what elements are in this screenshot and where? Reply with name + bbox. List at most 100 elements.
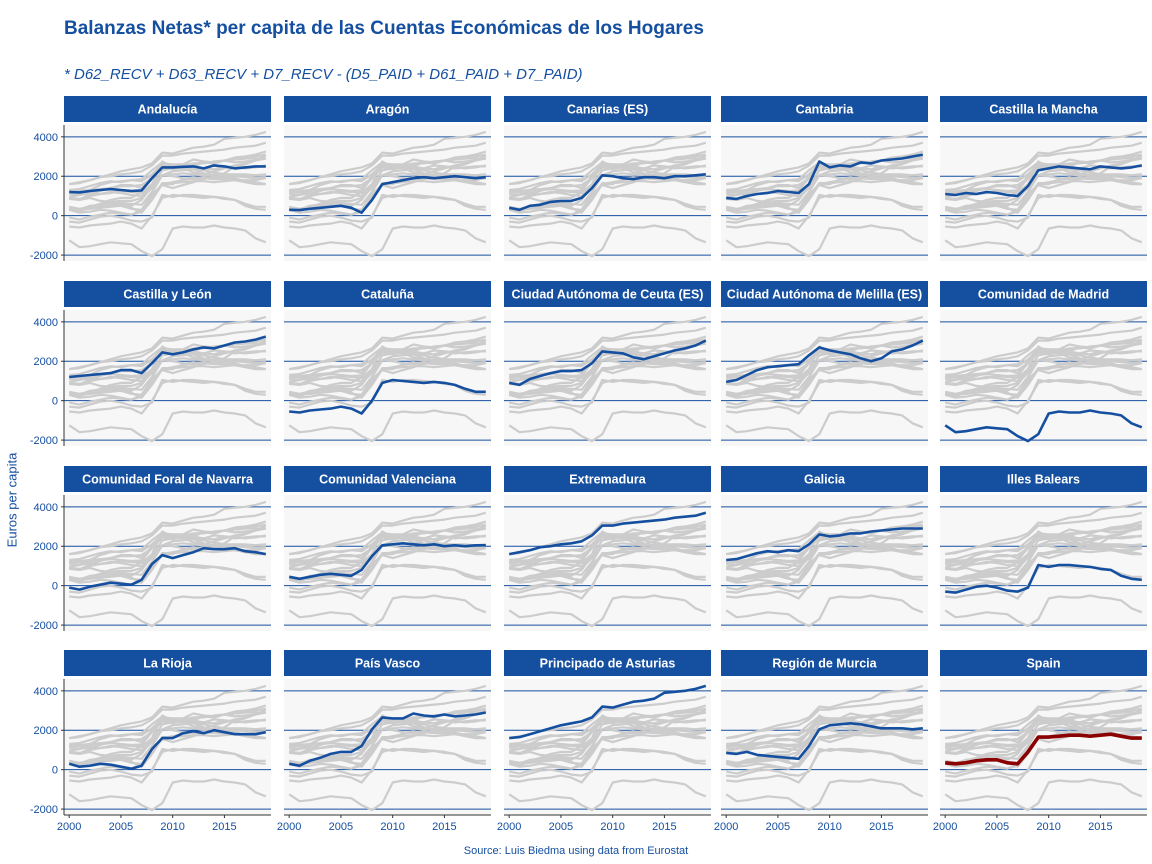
background-series-line: [288, 177, 486, 221]
highlighted-series-line: [508, 339, 707, 387]
facet-strip: [64, 96, 271, 122]
background-series-line: [945, 711, 1143, 767]
background-series-line: [508, 362, 706, 406]
background-series-line: [945, 500, 1143, 556]
facet-panel: Galicia: [721, 466, 928, 631]
background-series-line: [945, 711, 1142, 746]
background-series-line: [726, 733, 923, 765]
y-tick-label: -2000: [30, 620, 58, 632]
highlighted-series-line: [68, 728, 267, 770]
facet-strip: [504, 650, 711, 676]
background-series-line: [69, 538, 266, 576]
background-series-line: [944, 726, 1142, 764]
background-series-line: [945, 527, 1143, 583]
background-series-line: [508, 177, 706, 221]
background-series-line: [289, 130, 487, 186]
chart-subtitle: * D62_RECV + D63_RECV + D7_RECV - (D5_PA…: [64, 66, 583, 83]
background-series-line: [69, 378, 266, 409]
background-series-line: [68, 594, 267, 628]
background-series-line: [944, 731, 1142, 775]
facet-strip-label: Región de Murcia: [772, 657, 877, 671]
background-series-line: [509, 549, 706, 581]
facet-strip-label: Ciudad Autónoma de Melilla (ES): [727, 288, 922, 302]
facet-strip-label: Principado de Asturias: [540, 657, 676, 671]
background-series-line: [945, 520, 1143, 564]
background-series-line: [288, 409, 487, 443]
background-series-line: [509, 150, 707, 194]
background-series-line: [289, 711, 486, 746]
facet-panel: Andalucía -2000 0 2000 4000: [30, 96, 271, 262]
background-series-line: [509, 378, 706, 409]
background-series-line: [289, 722, 486, 760]
background-series-line: [509, 157, 706, 192]
highlighted-series-line: [289, 174, 486, 214]
facet-strip-label: País Vasco: [355, 657, 421, 671]
facet-panel: Cataluña: [284, 281, 491, 446]
background-series-line: [509, 538, 706, 576]
background-series-line: [288, 731, 486, 775]
background-series-line: [69, 168, 266, 206]
facet-strip: [504, 466, 711, 492]
facet-strip: [284, 466, 491, 492]
facet-strip-label: Andalucía: [138, 103, 199, 117]
background-series-line: [509, 179, 706, 211]
facet-panel: Castilla la Mancha: [940, 96, 1147, 261]
background-series-line: [944, 177, 1142, 221]
background-series-line: [508, 357, 706, 395]
background-series-line: [508, 409, 707, 443]
background-series-line: [508, 594, 707, 628]
background-series-line: [725, 154, 924, 201]
facet-strip-label: Illes Balears: [1007, 473, 1080, 487]
facet-strip: [940, 466, 1147, 492]
y-tick-label: 0: [52, 581, 58, 593]
highlighted-series-line: [726, 527, 923, 562]
background-series-line: [726, 747, 923, 778]
facet-strip: [504, 96, 711, 122]
background-series-line: [726, 500, 924, 556]
background-series-line: [508, 708, 707, 755]
x-tick-label: 2015: [212, 821, 236, 833]
highlighted-series-line: [945, 732, 1142, 766]
background-series-line: [68, 339, 267, 386]
facet-panel: Comunidad Foral de Navarra -2000 0 2000 4000: [30, 466, 271, 632]
facet-strip: [721, 281, 928, 307]
background-series-line: [945, 168, 1142, 206]
background-series-line: [508, 547, 706, 591]
background-series-line: [944, 172, 1142, 210]
background-series-line: [945, 549, 1142, 581]
facet-strip: [504, 281, 711, 307]
background-series-line: [509, 130, 707, 186]
facet-strip-label: Ciudad Autónoma de Ceuta (ES): [512, 288, 704, 302]
background-series-line: [726, 315, 924, 371]
facet-strip-label: Comunidad Valenciana: [319, 473, 457, 487]
background-series-line: [726, 150, 924, 194]
background-series-line: [288, 524, 487, 571]
y-tick-label: 0: [52, 765, 58, 777]
background-series-line: [725, 731, 923, 775]
y-tick-label: 2000: [34, 725, 58, 737]
background-series-line: [68, 726, 266, 764]
facet-panel: La Rioja -2000 0 2000 4000 2000 2005 2010 2015: [30, 650, 271, 833]
background-series-line: [726, 130, 924, 186]
background-series-line: [68, 778, 267, 812]
background-series-line: [69, 520, 267, 564]
background-series-line: [945, 342, 1143, 398]
background-series-line: [726, 527, 924, 583]
facet-panel: Canarias (ES): [504, 96, 711, 261]
x-tick-label: 2015: [1088, 821, 1112, 833]
background-series-line: [289, 563, 486, 594]
background-series-line: [509, 335, 707, 379]
background-series-line: [509, 563, 706, 594]
background-series-line: [725, 357, 923, 395]
background-series-line: [509, 711, 707, 767]
facet-strip: [284, 650, 491, 676]
background-series-line: [726, 335, 924, 379]
background-series-line: [725, 224, 924, 258]
y-tick-label: 0: [52, 211, 58, 223]
background-series-line: [725, 542, 923, 580]
facet-panel: Ciudad Autónoma de Melilla (ES): [721, 281, 928, 446]
background-series-line: [68, 177, 266, 221]
source-caption: Source: Luis Biedma using data from Euro…: [463, 845, 689, 857]
facet-panel: País Vasco 2000 2005 2010 2015: [277, 650, 491, 833]
y-tick-label: 4000: [34, 132, 58, 144]
